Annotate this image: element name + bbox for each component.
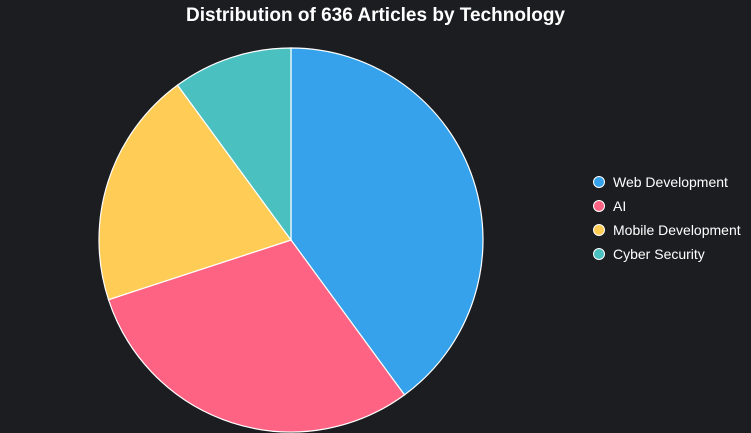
pie-slice-cyber-security[interactable] [176,47,292,242]
legend-item-web-development[interactable]: Web Development [593,170,741,194]
legend-swatch [593,248,605,260]
pie-slice-mobile-development[interactable] [98,84,292,301]
legend-swatch [593,200,605,212]
legend-label: AI [613,198,627,214]
legend-item-cyber-security[interactable]: Cyber Security [593,242,741,266]
legend-label: Cyber Security [613,246,705,262]
legend-label: Web Development [613,174,728,190]
pie-slice-web-development[interactable] [290,47,484,396]
legend-swatch [593,224,605,236]
legend-swatch [593,176,605,188]
chart-title: Distribution of 636 Articles by Technolo… [186,5,565,26]
legend-item-ai[interactable]: AI [593,194,741,218]
legend-item-mobile-development[interactable]: Mobile Development [593,218,741,242]
legend-label: Mobile Development [613,222,741,238]
chart-legend: Web Development AI Mobile Development Cy… [593,170,741,266]
pie-slice-ai[interactable] [107,239,406,433]
